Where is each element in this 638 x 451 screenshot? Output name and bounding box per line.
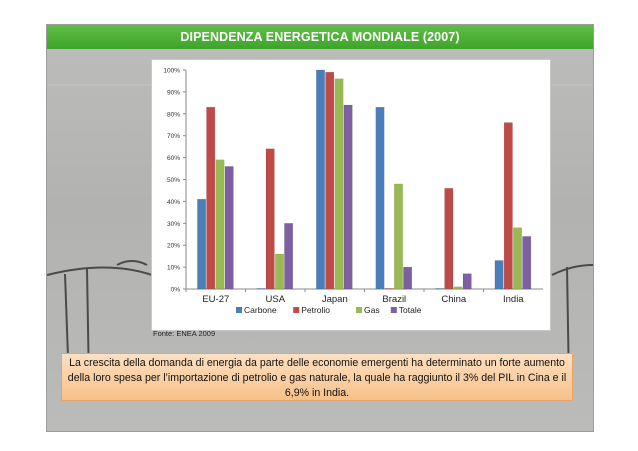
axes: 0% 10% 20% 30% 40% 50% 60% 70% 80% 90% 100% [163,68,543,294]
bar [453,286,463,290]
y-tick-label: 20% [167,243,180,250]
bar [394,183,403,290]
bar [494,260,504,290]
x-tick-label: EU-27 [202,294,229,305]
bar [275,253,284,290]
legend-label: Carbone [244,305,277,315]
bar-chart: 0% 10% 20% 30% 40% 50% 60% 70% 80% 90% 100% EU-27 U… [163,68,543,315]
bar [384,288,394,290]
bar [206,106,216,290]
bar [513,227,522,290]
y-tick-label: 60% [167,155,180,162]
deco-curve-left [47,266,153,276]
caption-text: La crescita della domanda di energia da … [67,357,567,400]
bar [503,122,513,290]
bar [316,69,325,290]
y-tick-label: 90% [167,89,180,96]
bar [444,188,454,290]
y-tick-label: 40% [167,199,180,206]
bar [334,78,344,290]
bar [403,266,413,290]
slide: DIPENDENZA ENERGETICA MONDIALE (2007) 0%… [46,24,594,432]
legend-swatch [390,307,397,313]
bar [265,148,275,290]
y-tick-label: 0% [171,287,181,294]
y-tick-label: 30% [167,221,180,228]
source-note: Fonte: ENEA 2009 [153,329,216,338]
bar [197,198,207,290]
legend-swatch [293,307,300,313]
caption-box: La crescita della domanda di energia da … [61,353,573,401]
x-tick-label: India [503,294,524,305]
deco-curve-right [551,264,593,276]
bar [215,159,225,290]
legend-label: Petrolio [301,305,330,315]
x-tick-labels: EU-27 USA Japan Brazil China India [202,294,524,305]
chart-container: 0% 10% 20% 30% 40% 50% 60% 70% 80% 90% 100% EU-27 U… [151,59,551,331]
y-tick-label: 10% [167,265,180,272]
legend-swatch [236,307,242,313]
x-tick-label: China [441,294,467,305]
bar [462,273,472,290]
slide-title: DIPENDENZA ENERGETICA MONDIALE (2007) [47,25,593,49]
x-tick-label: USA [266,294,286,305]
legend-label: Totale [399,305,422,315]
legend-swatch [356,307,362,313]
bar [224,166,234,290]
y-tick-label: 70% [167,133,180,140]
bar [375,106,385,290]
bar [325,71,335,290]
legend: Carbone Petrolio Gas Totale [236,305,422,315]
x-tick-label: Brazil [382,294,406,305]
y-tick-label: 100% [163,68,180,75]
bar [435,288,445,290]
bar [256,288,266,290]
bar [284,223,294,290]
bar [343,104,353,290]
bars [197,69,532,290]
deco-curve-left-2 [116,260,148,266]
y-tick-label: 80% [167,111,180,118]
x-tick-label: Japan [322,294,348,305]
y-tick-label: 50% [167,177,180,184]
bar [522,236,532,290]
legend-label: Gas [364,305,380,315]
